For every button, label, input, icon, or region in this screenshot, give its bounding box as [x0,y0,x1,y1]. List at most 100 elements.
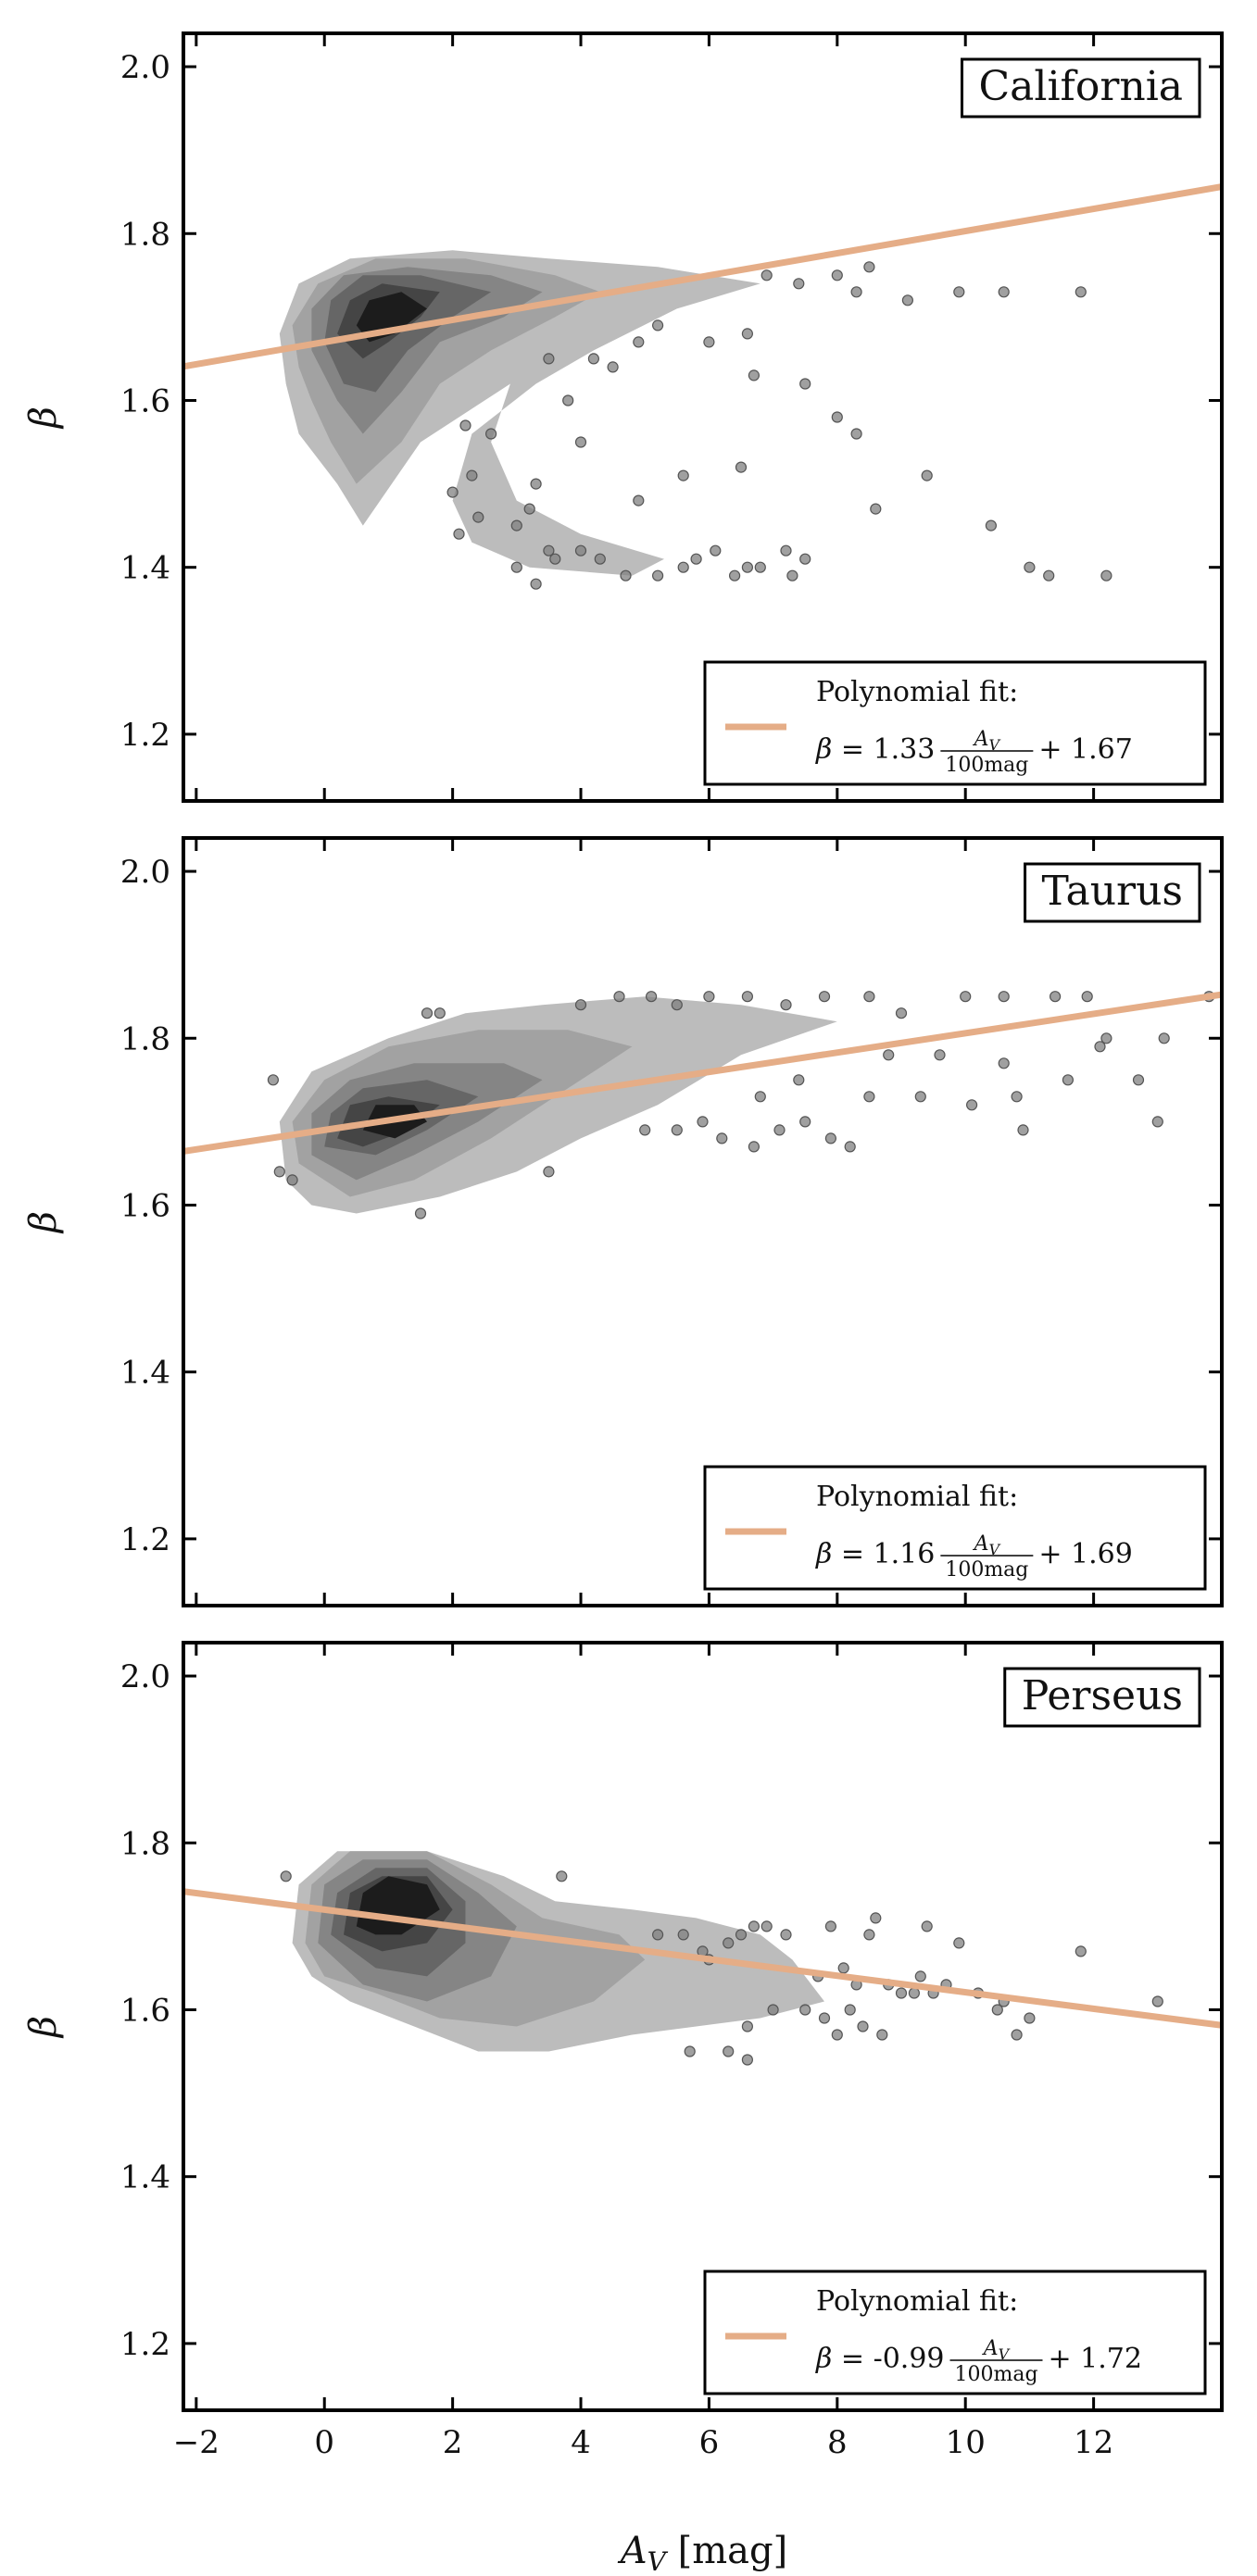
scatter-point [633,494,645,506]
legend-fraction-denominator: 100mag [945,754,1028,777]
scatter-point [844,2004,856,2016]
scatter-point [799,553,811,565]
panel-title-text: California [979,63,1184,110]
y-tick-label: 1.2 [120,2326,170,2363]
scatter-point [1011,1091,1023,1103]
scatter-point [703,991,715,1003]
legend-title: Polynomial fit: [816,1481,1018,1513]
legend-beta: β = [815,2343,874,2375]
scatter-point [883,1049,895,1061]
axes-frame [182,836,1224,1607]
scatter-point [1043,569,1055,581]
fit-line [183,1888,1222,2029]
scatter-point [895,1987,908,1999]
y-tick-label: 1.4 [120,2159,170,2196]
legend-equation: β = 1.33 [815,733,935,766]
scatter-point [267,1074,279,1086]
x-tick-label: 6 [699,2424,720,2461]
legend-slope: -0.99 [874,2343,945,2375]
scatter-point [620,569,632,581]
scatter-point [735,461,748,473]
scatter-point [824,1132,837,1144]
scatter-point [786,569,798,581]
scatter-point [735,1929,748,1941]
scatter-point [459,419,471,431]
x-tick-label: 10 [946,2424,986,2461]
axes-frame [182,31,1224,803]
panel-title: Taurus [1024,862,1201,923]
scatter-point [414,1207,427,1219]
scatter-point [723,1937,735,1949]
scatter-point [760,1920,773,1932]
x-axis-label: AV [mag] [617,2530,787,2576]
scatter-point [799,378,811,390]
scatter-point [1024,2012,1036,2024]
scatter-point [684,2045,696,2057]
scatter-point [594,553,606,565]
plot-area [183,1851,1222,2066]
y-axis-label: β [22,2016,65,2039]
scatter-point [901,294,914,306]
scatter-point [1158,1032,1170,1044]
scatter-point [1075,286,1087,298]
scatter-point [824,1920,837,1932]
plot-area [183,991,1222,1219]
scatter-point [1094,1041,1106,1053]
scatter-point [1049,991,1062,1003]
panels: 1.2 1.4 1.6 1.8 2.0 California Polynomial fit:… [120,31,1224,2461]
legend-fraction-numerator: AV [973,1532,1001,1558]
y-tick-label: 1.4 [120,550,170,587]
legend-fraction-numerator: AV [973,728,1001,754]
legend-title: Polynomial fit: [816,676,1018,708]
scatter-point [831,269,843,281]
scatter-point [651,1929,664,1941]
scatter-point [741,328,754,340]
y-tick-label: 1.8 [120,1825,170,1862]
scatter-point [523,503,535,515]
x-tick-label: 12 [1074,2424,1113,2461]
y-tick-label: 1.6 [120,1992,170,2029]
scatter-point [1075,1945,1087,1957]
scatter-point [677,469,689,481]
scatter-point [863,1091,875,1103]
fit-line [183,183,1222,370]
y-tick-label: 1.2 [120,717,170,754]
scatter-point [562,394,574,406]
scatter-point [286,1174,298,1186]
scatter-point [1081,991,1093,1003]
scatter-point [799,1116,811,1128]
panel-title: Perseus [1003,1667,1201,1728]
scatter-point [549,553,561,565]
scatter-point [716,1132,728,1144]
scatter-point [953,286,965,298]
scatter-point [671,1124,683,1136]
scatter-point [587,353,600,365]
x-axis-label-sub: V [647,2546,669,2576]
scatter-point [754,1091,766,1103]
scatter-point [453,528,465,540]
density-contour-level-5 [356,292,427,343]
axes-frame [182,1641,1224,2412]
scatter-point [1011,2029,1023,2041]
legend-fraction-denominator: 100mag [945,1558,1028,1582]
legend-title: Polynomial fit: [816,2285,1018,2318]
scatter-point [543,544,555,556]
panel-title-text: Taurus [1042,868,1183,915]
scatter-point [633,336,645,348]
scatter-point [510,561,522,573]
scatter-point [446,486,459,498]
scatter-point [645,991,658,1003]
y-tick-label: 1.4 [120,1355,170,1392]
scatter-point [651,319,664,331]
scatter-point [1024,561,1036,573]
x-axis-label-var: A [617,2530,647,2572]
panel-title: California [961,57,1201,119]
scatter-point [574,436,587,448]
scatter-point [818,991,831,1003]
legend-intercept: + 1.72 [1049,2343,1142,2375]
scatter-point [953,1937,965,1949]
scatter-point [697,1116,709,1128]
scatter-point [723,2045,735,2057]
scatter-point [780,999,792,1011]
plot-area [183,183,1222,590]
